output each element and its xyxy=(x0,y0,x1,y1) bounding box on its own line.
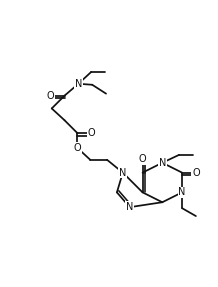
Text: O: O xyxy=(87,128,95,138)
Text: N: N xyxy=(119,168,126,178)
Text: O: O xyxy=(192,168,200,178)
Text: O: O xyxy=(139,154,146,164)
Text: N: N xyxy=(75,79,82,89)
Text: N: N xyxy=(126,202,133,212)
Text: N: N xyxy=(159,158,166,168)
Text: N: N xyxy=(178,187,186,197)
Text: O: O xyxy=(47,91,54,101)
Text: O: O xyxy=(74,143,81,153)
